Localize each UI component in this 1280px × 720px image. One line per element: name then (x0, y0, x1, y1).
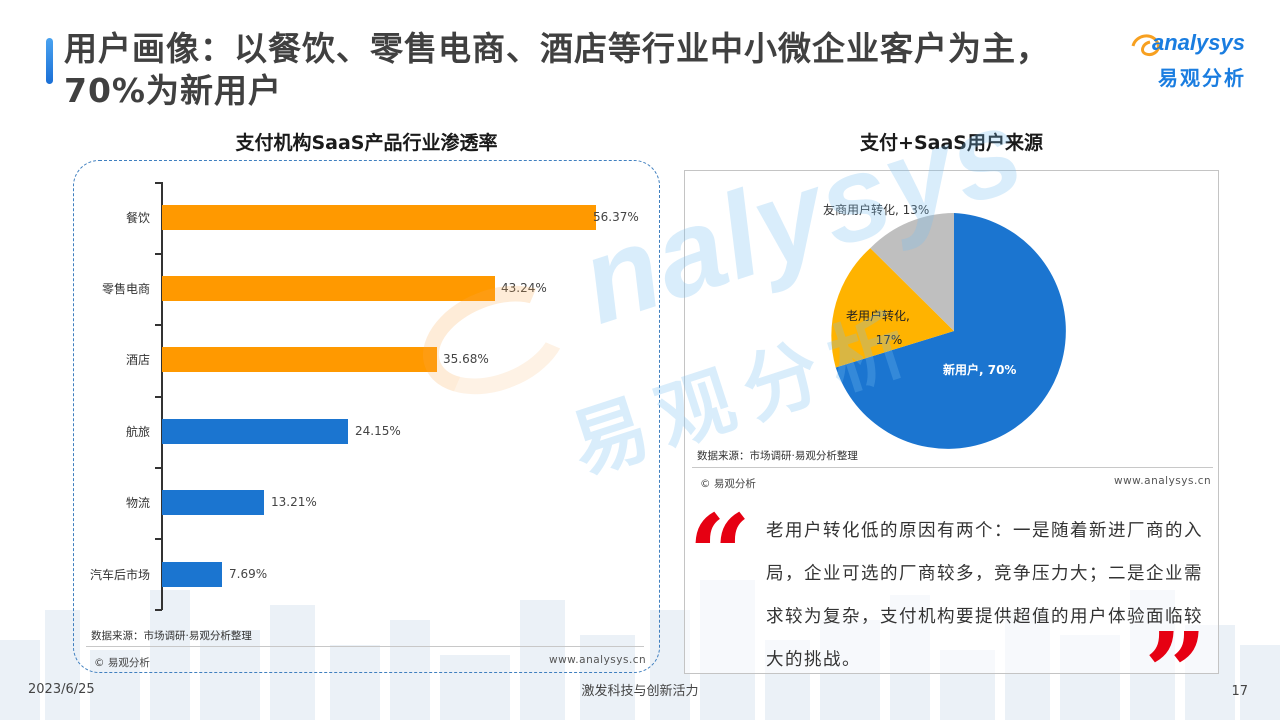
axis-tick (155, 182, 162, 184)
bar-catering (162, 205, 596, 230)
pie-chart-url: www.analysys.cn (1114, 475, 1212, 487)
logo-text-cn: 易观分析 (1158, 66, 1246, 90)
quote-text: 老用户转化低的原因有两个：一是随着新进厂商的入局，企业可选的厂商较多，竞争压力大… (766, 521, 1203, 670)
bar-category-label: 汽车后市场 (89, 568, 150, 582)
axis-tick (155, 467, 162, 469)
bar-category-label: 餐饮 (125, 211, 150, 225)
page-title: 用户画像：以餐饮、零售电商、酒店等行业中小微企业客户为主，70%为新用户 (64, 29, 1050, 110)
axis-tick (155, 609, 162, 611)
pie-label-old-user-value: 17% (875, 333, 903, 347)
close-quote-icon: ” (1144, 608, 1208, 720)
axis-tick (155, 396, 162, 398)
analysys-logo: analysys 易观分析 (1130, 30, 1260, 94)
bar-auto-aftermarket (162, 562, 222, 587)
pie-label-old-user-conversion: 老用户转化, 17% (846, 309, 910, 347)
bar-row-hotel: 酒店 35.68% (0, 347, 660, 373)
pie-chart-copyright: © 易观分析 (700, 478, 756, 490)
axis-tick (155, 538, 162, 540)
axis-tick (155, 324, 162, 326)
bar-value-label: 7.69% (229, 567, 268, 581)
axis-tick (155, 253, 162, 255)
bar-chart-source: 数据来源：市场调研·易观分析整理 (91, 630, 252, 642)
title-accent-bar (46, 38, 53, 84)
bar-row-auto-aftermarket: 汽车后市场 7.69% (0, 562, 660, 588)
pie-chart-source: 数据来源：市场调研·易观分析整理 (697, 450, 858, 462)
logo-swoosh-icon (1131, 34, 1160, 56)
bar-category-label: 酒店 (125, 353, 150, 367)
bar-value-label: 24.15% (355, 424, 401, 438)
bar-value-label: 56.37% (593, 210, 639, 224)
bar-retail-ecommerce (162, 276, 495, 301)
pie-chart-divider (692, 467, 1213, 468)
bar-chart-copyright: © 易观分析 (94, 657, 150, 669)
bar-travel (162, 419, 348, 444)
bar-category-label: 零售电商 (101, 282, 150, 296)
pie-chart (831, 213, 1066, 449)
bar-chart-title: 支付机构SaaS产品行业渗透率 (235, 132, 498, 154)
pie-slice-new-users (835, 213, 1066, 449)
open-quote-icon: “ (688, 490, 752, 619)
pie-slice-old-user-conversion (831, 248, 954, 368)
pie-slice-competitor-conversion (870, 213, 954, 331)
bar-value-label: 35.68% (443, 352, 489, 366)
pie-chart-title: 支付+SaaS用户来源 (860, 132, 1043, 154)
bar-chart-panel (73, 160, 660, 673)
bar-category-label: 航旅 (125, 425, 150, 439)
bar-row-catering: 餐饮 56.37% (0, 205, 660, 231)
pie-label-old-user-text: 老用户转化 (846, 309, 907, 323)
logo-text-en: analysys (1152, 30, 1245, 55)
bar-row-retail-ecommerce: 零售电商 43.24% (0, 276, 660, 302)
pie-label-competitor-conversion: 友商用户转化, 13% (823, 203, 930, 217)
bar-logistics (162, 490, 264, 515)
footer-slogan: 激发科技与创新活力 (581, 684, 699, 699)
bar-hotel (162, 347, 437, 372)
bar-chart-divider (86, 646, 644, 647)
pie-label-new-users: 新用户, 70% (943, 363, 1017, 377)
bar-category-label: 物流 (125, 496, 150, 510)
bar-value-label: 43.24% (501, 281, 547, 295)
bar-row-travel: 航旅 24.15% (0, 419, 660, 445)
bar-chart-url: www.analysys.cn (549, 654, 647, 666)
page-number: 17 (1231, 684, 1248, 699)
bar-value-label: 13.21% (271, 495, 317, 509)
footer-date: 2023/6/25 (28, 682, 95, 697)
bar-row-logistics: 物流 13.21% (0, 490, 660, 516)
